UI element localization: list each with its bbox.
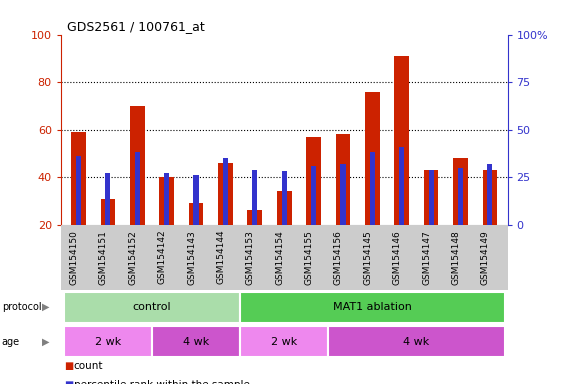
Bar: [135, 152, 140, 225]
Text: GSM154153: GSM154153: [246, 230, 255, 285]
Bar: [328, 326, 505, 357]
Text: GSM154156: GSM154156: [334, 230, 343, 285]
Bar: [240, 292, 505, 323]
Bar: [152, 326, 240, 357]
Bar: [240, 326, 328, 357]
Bar: [248, 210, 262, 225]
Bar: [311, 166, 316, 225]
Bar: [483, 170, 497, 225]
Bar: [370, 152, 375, 225]
Text: GSM154148: GSM154148: [451, 230, 461, 285]
Text: ■: ■: [64, 380, 73, 384]
Text: GSM154146: GSM154146: [393, 230, 402, 285]
Bar: [218, 163, 233, 225]
Text: MAT1 ablation: MAT1 ablation: [333, 302, 412, 312]
Text: GSM154144: GSM154144: [216, 230, 226, 285]
Bar: [194, 175, 198, 225]
Bar: [306, 137, 321, 225]
Bar: [487, 164, 492, 225]
Bar: [340, 164, 346, 225]
Bar: [64, 326, 152, 357]
Bar: [164, 173, 169, 225]
Bar: [394, 56, 409, 225]
Bar: [160, 177, 174, 225]
Text: GDS2561 / 100761_at: GDS2561 / 100761_at: [67, 20, 204, 33]
Bar: [130, 106, 144, 225]
Bar: [106, 173, 110, 225]
Bar: [365, 92, 380, 225]
Text: percentile rank within the sample: percentile rank within the sample: [74, 380, 249, 384]
Bar: [458, 168, 463, 225]
Bar: [223, 158, 228, 225]
Text: ■: ■: [64, 361, 73, 371]
Text: 2 wk: 2 wk: [271, 337, 298, 347]
Bar: [252, 169, 258, 225]
Text: GSM154155: GSM154155: [304, 230, 314, 285]
Bar: [76, 156, 81, 225]
Text: GSM154147: GSM154147: [422, 230, 431, 285]
Text: GSM154142: GSM154142: [158, 230, 166, 285]
Bar: [424, 170, 438, 225]
Text: GSM154143: GSM154143: [187, 230, 196, 285]
Text: GSM154149: GSM154149: [481, 230, 490, 285]
Text: ▶: ▶: [42, 302, 50, 312]
Bar: [71, 132, 86, 225]
Bar: [282, 171, 287, 225]
Text: 4 wk: 4 wk: [183, 337, 209, 347]
Text: age: age: [2, 337, 20, 347]
Text: count: count: [74, 361, 103, 371]
Bar: [336, 134, 350, 225]
Text: GSM154151: GSM154151: [99, 230, 108, 285]
Bar: [429, 169, 434, 225]
Bar: [453, 158, 468, 225]
Bar: [100, 199, 115, 225]
Text: protocol: protocol: [2, 302, 41, 312]
Text: GSM154154: GSM154154: [275, 230, 284, 285]
Text: 4 wk: 4 wk: [403, 337, 430, 347]
Bar: [64, 292, 240, 323]
Bar: [277, 191, 292, 225]
Bar: [399, 147, 404, 225]
Text: GSM154152: GSM154152: [128, 230, 137, 285]
Text: control: control: [133, 302, 171, 312]
Text: GSM154150: GSM154150: [70, 230, 78, 285]
Text: GSM154145: GSM154145: [363, 230, 372, 285]
Bar: [188, 203, 204, 225]
Text: ▶: ▶: [42, 337, 50, 347]
Text: 2 wk: 2 wk: [95, 337, 121, 347]
